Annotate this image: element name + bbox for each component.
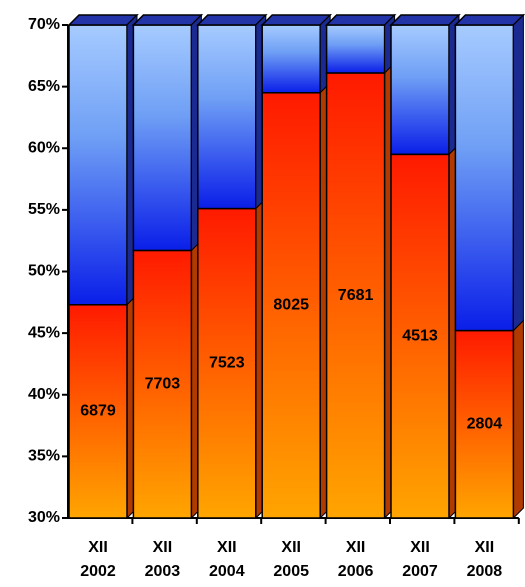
data-label: 4513 (402, 327, 438, 344)
x-tick-label: XII 2007 (402, 539, 438, 580)
bar-top (67, 14, 139, 26)
bar (325, 72, 386, 519)
bar-side (512, 13, 524, 332)
x-tick-label: XII 2005 (273, 539, 309, 580)
data-label: 8025 (273, 297, 309, 314)
bar-top (453, 14, 525, 26)
x-tick-label: XII 2002 (80, 539, 116, 580)
bar-side (512, 319, 524, 520)
y-tick-label: 35% (28, 448, 60, 465)
data-label: 7523 (209, 355, 245, 372)
bar (390, 153, 450, 519)
bar (132, 249, 193, 519)
data-label: 7681 (338, 287, 374, 304)
bar-top (195, 14, 268, 26)
bar-remainder (197, 24, 257, 210)
y-tick-label: 65% (28, 78, 60, 95)
x-tick-label: XII 2004 (209, 539, 245, 580)
y-tick-label: 30% (28, 509, 60, 526)
bar-top (324, 14, 397, 26)
bar (261, 92, 321, 519)
bar (68, 304, 128, 519)
bar-remainder (68, 24, 128, 306)
bar-remainder (132, 24, 193, 252)
bar-remainder (390, 24, 450, 156)
bar-top (131, 14, 204, 26)
y-tick-label: 55% (28, 201, 60, 218)
y-tick-label: 60% (28, 139, 60, 156)
y-tick-label: 70% (28, 16, 60, 33)
y-tick-label: 45% (28, 324, 60, 341)
bar-remainder (325, 24, 386, 74)
bar-remainder (454, 24, 515, 332)
x-tick-label: XII 2003 (145, 539, 181, 580)
bar-top (260, 14, 333, 26)
bar (197, 207, 257, 519)
y-tick-label: 40% (28, 386, 60, 403)
bar-remainder (261, 24, 321, 94)
bar (454, 329, 515, 519)
x-tick-label: XII 2006 (338, 539, 374, 580)
data-label: 6879 (80, 403, 116, 420)
data-label: 7703 (145, 375, 181, 392)
y-tick-label: 50% (28, 263, 60, 280)
x-tick-label: XII 2008 (467, 539, 503, 580)
bar-top (389, 14, 461, 26)
data-label: 2804 (467, 416, 503, 433)
